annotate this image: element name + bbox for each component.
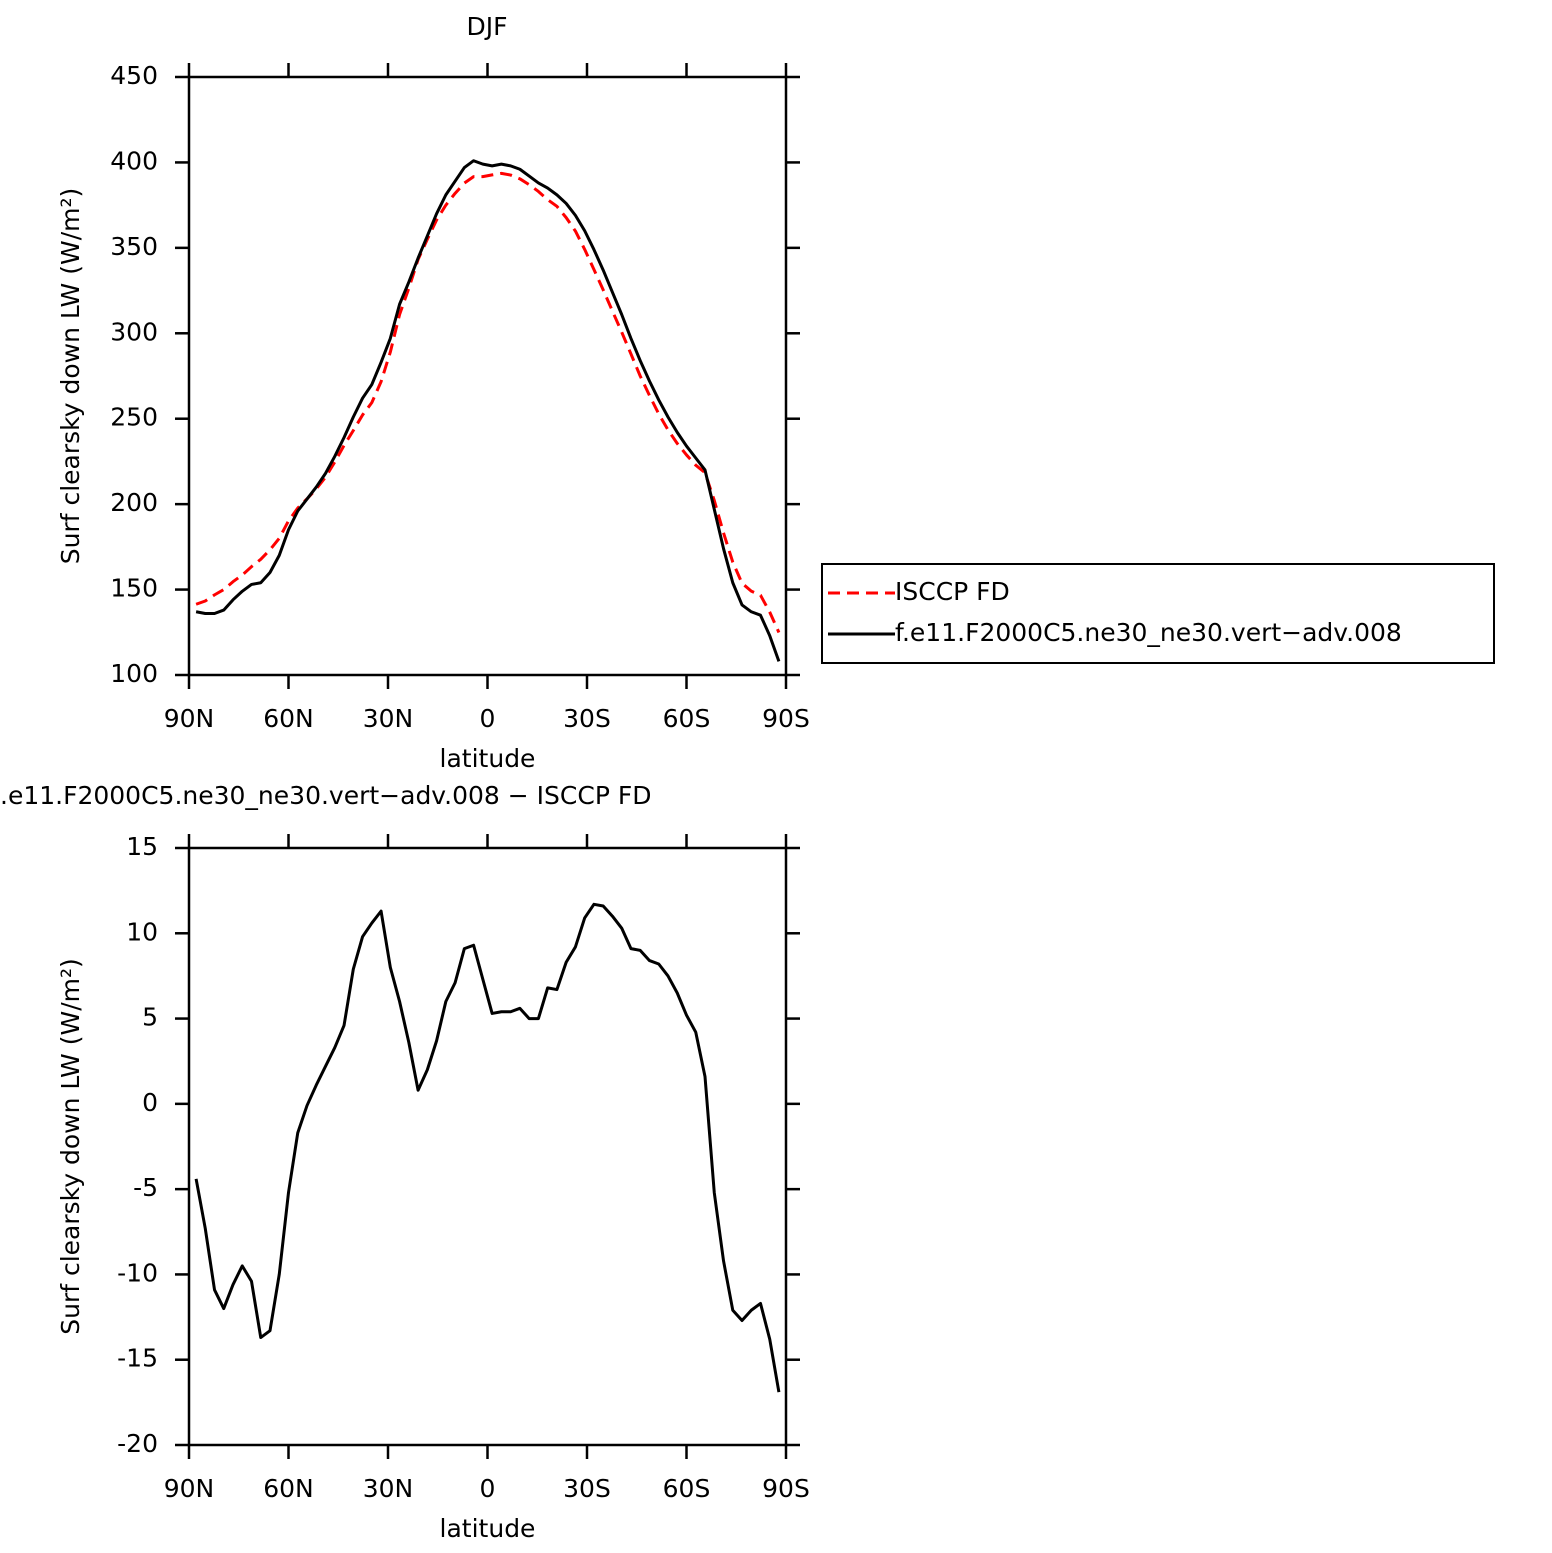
x-tick-label: 90N <box>164 704 215 733</box>
y-tick-label: 400 <box>110 146 158 175</box>
y-axis-label: Surf clearsky down LW (W/m²) <box>56 958 85 1335</box>
x-tick-label: 60S <box>663 1474 711 1503</box>
y-tick-label: 5 <box>142 1003 158 1032</box>
y-tick-label: -10 <box>117 1258 158 1287</box>
y-tick-label: 300 <box>110 317 158 346</box>
legend-box <box>821 563 1495 664</box>
x-tick-label: 90S <box>762 704 810 733</box>
x-tick-label: 60S <box>663 704 711 733</box>
x-tick-label: 30N <box>363 704 414 733</box>
x-tick-label: 30S <box>563 704 611 733</box>
y-tick-label: -15 <box>117 1344 158 1373</box>
x-axis-label: latitude <box>440 744 536 773</box>
y-tick-label: 350 <box>110 232 158 261</box>
y-axis-label: Surf clearsky down LW (W/m²) <box>56 188 85 565</box>
x-tick-label: 0 <box>480 1474 496 1503</box>
y-tick-label: 150 <box>110 574 158 603</box>
x-tick-label: 30N <box>363 1474 414 1503</box>
series-line <box>194 902 781 1393</box>
plot-frame <box>187 846 788 1447</box>
y-tick-label: 100 <box>110 659 158 688</box>
y-tick-label: 450 <box>110 61 158 90</box>
legend-label: ISCCP FD <box>895 577 1010 606</box>
y-tick-label: 15 <box>126 832 158 861</box>
plot-frame <box>187 75 788 677</box>
x-tick-label: 90S <box>762 1474 810 1503</box>
y-tick-label: -5 <box>133 1173 158 1202</box>
legend-label: f.e11.F2000C5.ne30_ne30.vert−adv.008 <box>895 618 1402 647</box>
x-axis-label: latitude <box>440 1514 536 1543</box>
y-tick-label: 0 <box>142 1088 158 1117</box>
x-tick-label: 0 <box>480 704 496 733</box>
y-tick-label: -20 <box>117 1429 158 1458</box>
x-tick-label: 90N <box>164 1474 215 1503</box>
chart-title: .e11.F2000C5.ne30_ne30.vert−adv.008 − IS… <box>0 781 651 810</box>
y-tick-label: 10 <box>126 917 158 946</box>
series-line <box>195 159 781 662</box>
y-tick-label: 200 <box>110 488 158 517</box>
x-tick-label: 60N <box>263 704 314 733</box>
x-tick-label: 30S <box>563 1474 611 1503</box>
x-tick-label: 60N <box>263 1474 314 1503</box>
y-tick-label: 250 <box>110 403 158 432</box>
series-line <box>195 171 781 634</box>
chart-title: DJF <box>466 12 507 41</box>
